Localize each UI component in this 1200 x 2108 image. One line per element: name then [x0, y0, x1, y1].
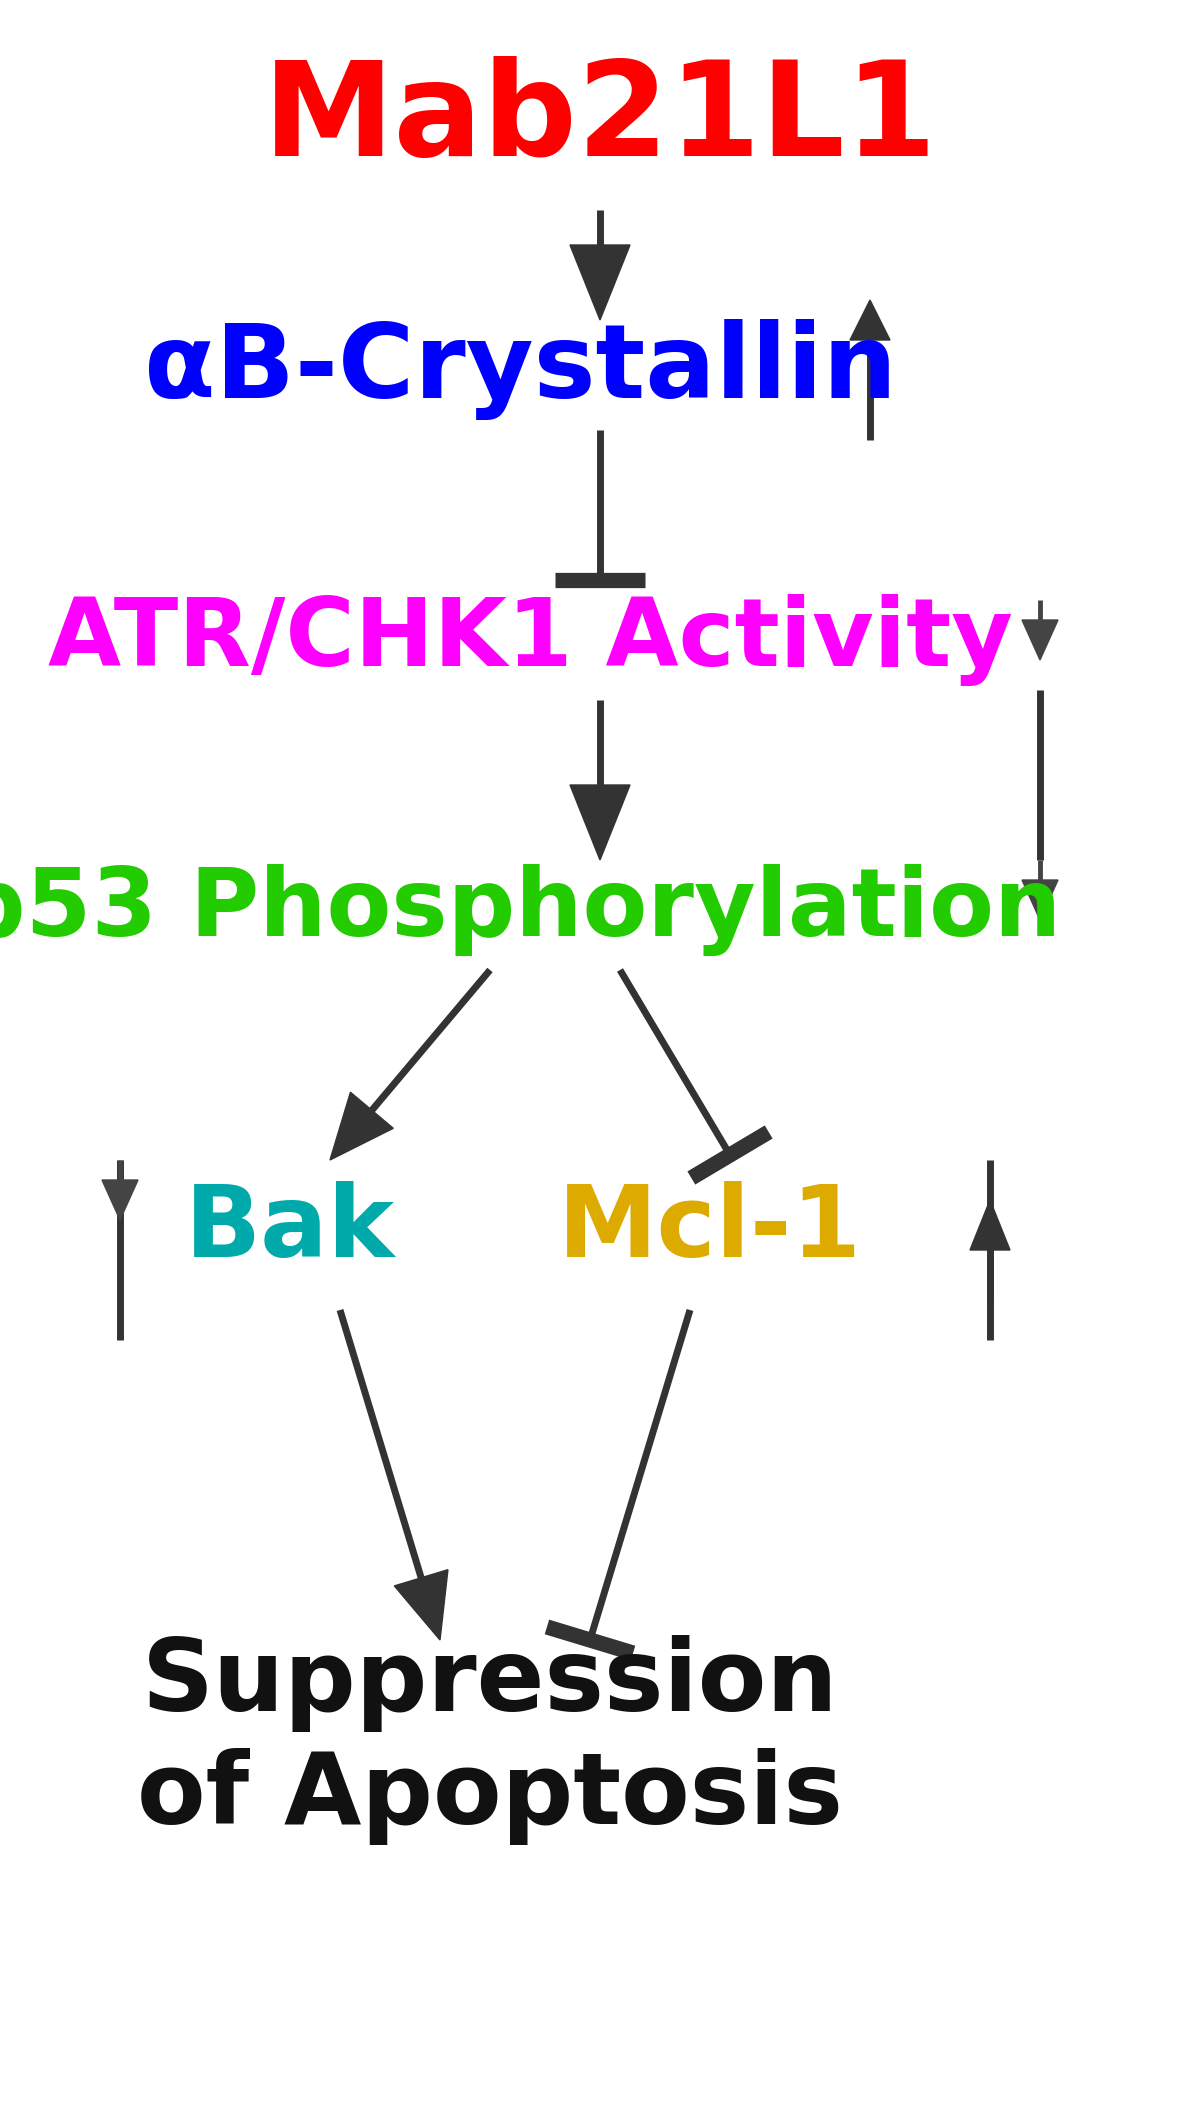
Text: Mab21L1: Mab21L1	[263, 57, 937, 183]
Text: Mcl-1: Mcl-1	[558, 1180, 862, 1277]
Polygon shape	[570, 784, 630, 860]
Polygon shape	[1022, 620, 1058, 660]
Text: p53 Phosphorylation: p53 Phosphorylation	[0, 864, 1062, 957]
Text: αB-Crystallin: αB-Crystallin	[144, 320, 896, 419]
Text: Suppression
of Apoptosis: Suppression of Apoptosis	[137, 1636, 842, 1844]
Polygon shape	[570, 245, 630, 320]
Polygon shape	[850, 299, 890, 339]
Text: ATR/CHK1 Activity: ATR/CHK1 Activity	[48, 594, 1013, 685]
Text: Bak: Bak	[185, 1180, 395, 1277]
Polygon shape	[970, 1199, 1010, 1250]
Polygon shape	[330, 1092, 394, 1159]
Polygon shape	[1022, 879, 1058, 919]
Polygon shape	[395, 1570, 448, 1640]
Polygon shape	[102, 1180, 138, 1221]
